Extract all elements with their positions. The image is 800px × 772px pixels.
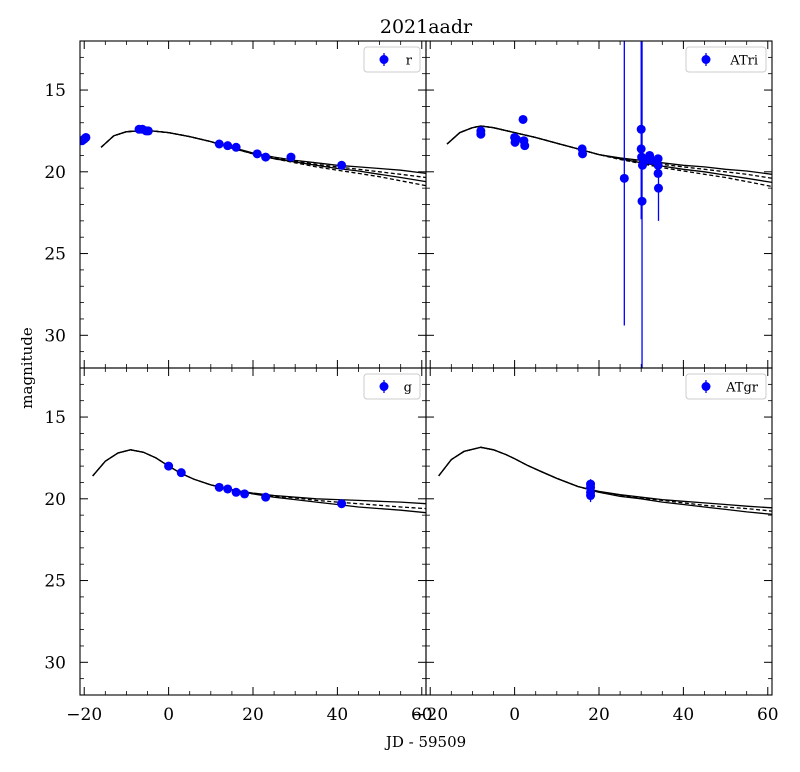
data-point: [164, 461, 174, 471]
panel-2: ATri: [425, 40, 773, 369]
data-point: [143, 126, 153, 136]
x-tick-label: 40: [327, 705, 349, 725]
data-point: [653, 183, 663, 193]
legend-marker: [379, 382, 389, 391]
panel-frame: [79, 40, 427, 369]
data-point: [240, 489, 250, 499]
data-point: [518, 114, 528, 124]
panel-frame: [425, 40, 773, 369]
legend-box: [363, 46, 421, 73]
data-point: [261, 152, 271, 162]
data-point: [578, 149, 588, 159]
model-curve: [92, 449, 426, 514]
data-point: [214, 482, 224, 492]
legend: ATri: [685, 46, 767, 73]
model-curve: [92, 449, 426, 510]
y-tick-label: 30: [44, 326, 66, 346]
model-curve: [438, 446, 772, 512]
data-point: [252, 149, 262, 159]
y-tick-label: 15: [44, 408, 66, 428]
panel-plot-area: [92, 449, 426, 514]
data-point: [476, 129, 486, 139]
legend-label: ATgr: [725, 381, 759, 396]
y-tick-label: 20: [44, 163, 66, 183]
legend-marker: [701, 382, 711, 391]
panel-frame: [79, 367, 427, 696]
panel-plot-area: [80, 124, 426, 187]
data-point: [223, 141, 233, 151]
panel-1: 15 20 25 30 r: [44, 40, 427, 369]
data-point: [214, 139, 224, 149]
data-point: [261, 492, 271, 502]
y-axis-label: magnitude: [18, 327, 36, 409]
data-point: [231, 487, 241, 497]
model-curve: [100, 130, 426, 175]
legend: g: [363, 373, 421, 400]
x-axis-label: JD - 59509: [384, 733, 466, 751]
model-curve: [438, 446, 772, 515]
model-curve: [92, 449, 426, 505]
data-point: [286, 152, 296, 162]
legend-box: [363, 373, 421, 400]
x-tick-label: 60: [757, 705, 779, 725]
data-point: [81, 132, 91, 142]
y-tick-label: 25: [44, 572, 66, 592]
data-point: [176, 468, 186, 478]
x-tick-label: 60: [411, 705, 433, 725]
panel-3: −20 0 20 40 60 15 20 25 30 g: [44, 367, 433, 725]
data-point: [337, 160, 347, 170]
y-tick-label: 30: [44, 653, 66, 673]
legend-label: g: [404, 381, 412, 396]
y-tick-label: 20: [44, 490, 66, 510]
model-curve: [446, 125, 772, 179]
x-tick-label: 20: [588, 705, 610, 725]
data-point: [637, 196, 647, 206]
data-point: [636, 144, 646, 154]
model-curve: [446, 125, 772, 188]
y-tick-label: 15: [44, 81, 66, 101]
x-tick-label: −20: [412, 705, 448, 725]
y-tick-label: 25: [44, 245, 66, 265]
x-tick-label: 0: [163, 705, 174, 725]
panels-group: 15 20 25 30 r ATri −20 0 20 40 60 15 20 25 30 g −20 0 20 40…: [44, 40, 779, 725]
x-tick-label: 20: [242, 705, 264, 725]
panel-plot-area: [438, 446, 772, 515]
model-curve: [438, 446, 772, 509]
data-point: [619, 173, 629, 183]
panel-4: −20 0 20 40 60 ATgr: [412, 367, 779, 725]
data-point: [223, 484, 233, 494]
chart-title: 2021aadr: [380, 16, 473, 38]
panel-frame: [425, 367, 773, 696]
x-tick-label: 0: [509, 705, 520, 725]
legend: ATgr: [685, 373, 767, 400]
x-tick-label: −20: [66, 705, 102, 725]
x-tick-label: 40: [673, 705, 695, 725]
data-point: [511, 134, 521, 144]
legend-label: ATri: [729, 54, 758, 69]
panel-plot-area: [446, 41, 772, 368]
model-curve: [446, 125, 772, 184]
model-curve: [446, 125, 772, 175]
legend-marker: [701, 55, 711, 64]
data-point: [636, 124, 646, 134]
legend-marker: [379, 55, 389, 64]
legend-label: r: [406, 54, 413, 69]
legend: r: [363, 46, 421, 73]
data-point: [586, 491, 596, 501]
data-point: [520, 141, 530, 151]
data-point: [337, 499, 347, 509]
data-point: [231, 142, 241, 152]
